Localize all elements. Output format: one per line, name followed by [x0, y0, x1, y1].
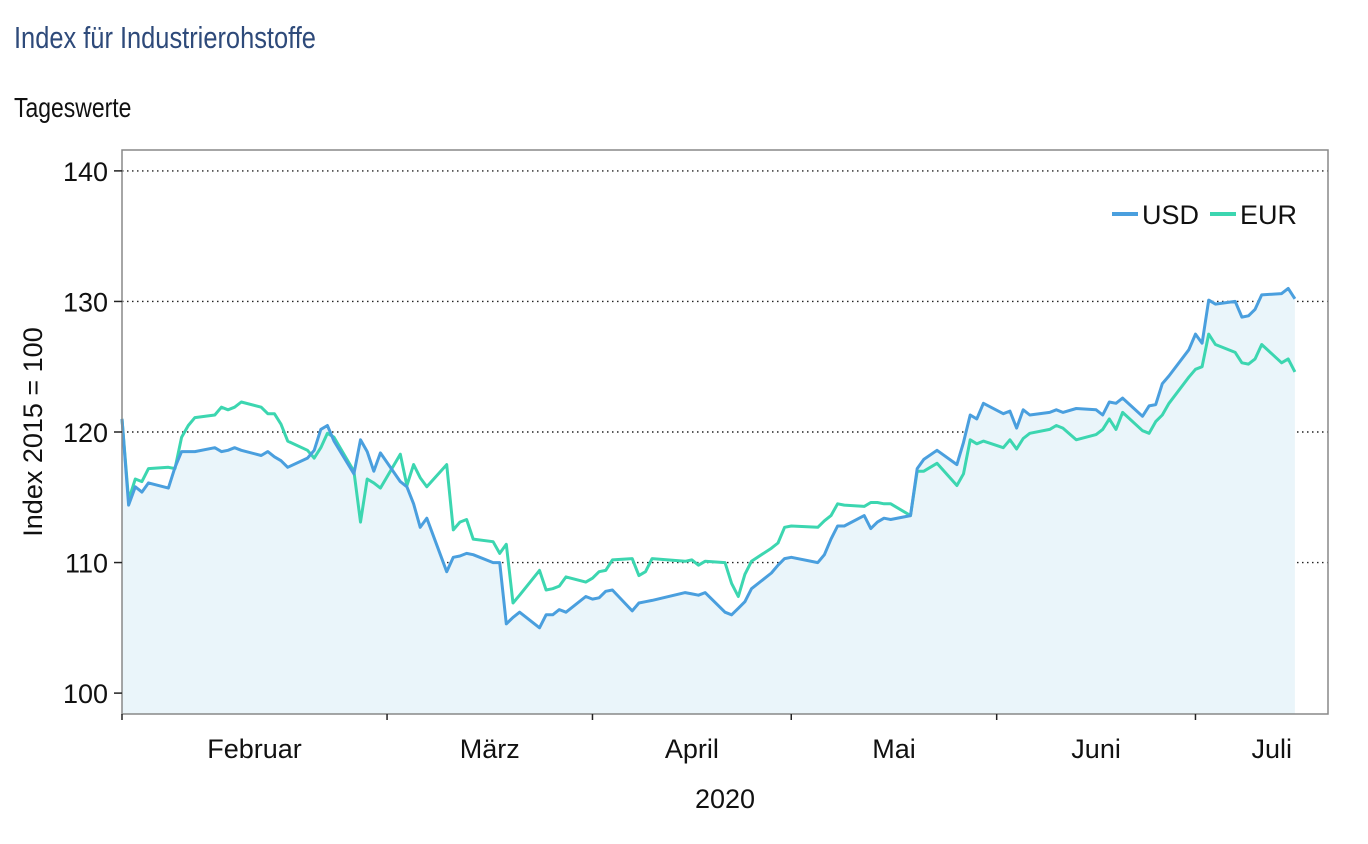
legend-label-eur: EUR: [1240, 200, 1297, 230]
legend: USD EUR: [1112, 200, 1297, 230]
legend-label-usd: USD: [1142, 200, 1199, 230]
y-tick-label: 120: [63, 418, 108, 448]
x-tick-label: März: [460, 734, 520, 764]
x-tick-label: Juli: [1251, 734, 1292, 764]
x-tick-label: Februar: [207, 734, 302, 764]
y-tick-label: 130: [63, 287, 108, 317]
y-axis-label: Index 2015 = 100: [18, 327, 48, 536]
x-axis: Februar März April Mai Juni Juli: [121, 714, 1292, 764]
series-lines: [120, 286, 1297, 630]
y-tick-label: 110: [65, 549, 108, 579]
series-line-eur: [120, 332, 1297, 605]
y-tick-label: 140: [63, 157, 108, 187]
x-tick-label: April: [665, 734, 719, 764]
x-axis-label: 2020: [695, 784, 755, 814]
series-line-usd: [120, 286, 1297, 630]
chart-subtitle: Tageswerte: [14, 92, 132, 123]
x-tick-label: Juni: [1071, 734, 1121, 764]
area-fill: [122, 288, 1295, 714]
area-under-usd: [122, 288, 1295, 714]
y-axis: 100 110 120 130 140: [63, 157, 122, 709]
x-tick-label: Mai: [872, 734, 916, 764]
y-tick-label: 100: [63, 679, 108, 709]
chart-title: Index für Industrierohstoffe: [14, 20, 316, 55]
